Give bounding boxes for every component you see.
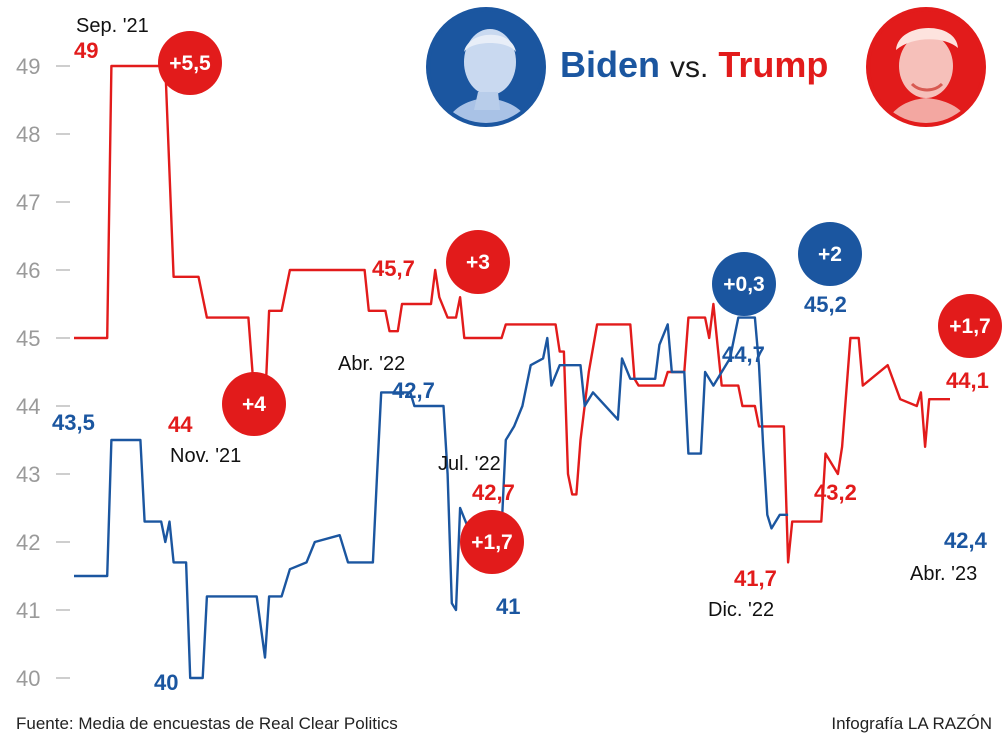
y-tick-label: 43 [16, 462, 40, 487]
lead-badge-label: +4 [242, 393, 266, 416]
lead-badge [446, 230, 510, 294]
lead-badge [712, 252, 776, 316]
lead-badge [222, 372, 286, 436]
value-label: 44,1 [946, 368, 989, 393]
value-label: 42,7 [392, 378, 435, 403]
date-label: Abr. '23 [910, 563, 977, 585]
chart-title: Biden vs. Trump [560, 44, 828, 86]
value-label: 45,2 [804, 292, 847, 317]
value-label: 44,7 [722, 342, 765, 367]
value-label: 41 [496, 594, 520, 619]
value-label: 45,7 [372, 256, 415, 281]
lead-badge [158, 31, 222, 95]
lead-badge-label: +1,7 [949, 315, 990, 338]
series-line-biden [74, 316, 789, 680]
date-label: Sep. '21 [76, 15, 149, 37]
value-label: 42,7 [472, 480, 515, 505]
series-line-trump [74, 64, 950, 564]
y-tick-label: 46 [16, 258, 40, 283]
annotation-biden: 43,5 [52, 410, 95, 435]
series-lines [74, 64, 950, 680]
lead-badge [460, 510, 524, 574]
value-label: 42,4 [944, 528, 988, 553]
lead-badge-label: +2 [818, 243, 842, 266]
lead-badge-label: +5,5 [169, 52, 211, 75]
source-note: Fuente: Media de encuestas de Real Clear… [16, 714, 398, 733]
annotation-biden: 40 [154, 670, 178, 695]
annotation-biden: 45,2 +2 [798, 222, 862, 317]
y-tick-label: 48 [16, 122, 40, 147]
title-biden: Biden [560, 44, 661, 85]
annotation-trump: 41,7 Dic. '22 [708, 566, 777, 621]
date-label: Dic. '22 [708, 599, 774, 621]
lead-badge [798, 222, 862, 286]
lead-badge [938, 294, 1002, 358]
title-trump: Trump [718, 44, 829, 85]
value-label: 43,2 [814, 480, 857, 505]
annotation-trump: 45,7 +3 [372, 230, 510, 294]
biden-portrait-icon [426, 7, 546, 127]
annotation-trump: 44 Nov. '21 +4 [168, 372, 286, 467]
date-label: Nov. '21 [170, 445, 241, 467]
y-tick-label: 40 [16, 666, 40, 691]
value-label: 40 [154, 670, 178, 695]
annotation-trump: 42,7 Jul. '22 +1,7 [438, 453, 524, 574]
credit-note: Infografía LA RAZÓN [831, 714, 992, 733]
y-axis: 40 41 42 43 44 45 46 47 48 49 [16, 54, 70, 691]
value-label: 49 [74, 38, 98, 63]
annotation-biden: 44,7 +0,3 [712, 252, 776, 367]
lead-badge-label: +3 [466, 251, 490, 274]
date-label: Jul. '22 [438, 453, 501, 475]
value-label: 41,7 [734, 566, 777, 591]
annotation-biden: 42,4 Abr. '23 [910, 528, 988, 585]
value-label: 44 [168, 412, 193, 437]
y-tick-label: 45 [16, 326, 40, 351]
y-tick-label: 47 [16, 190, 40, 215]
y-tick-label: 42 [16, 530, 40, 555]
lead-badge-label: +0,3 [723, 273, 764, 296]
annotation-biden: 42,7 Abr. '22 [338, 353, 435, 403]
lead-badge-label: +1,7 [471, 531, 512, 554]
value-label: 43,5 [52, 410, 95, 435]
annotation-trump: 43,2 [814, 480, 857, 505]
y-tick-label: 49 [16, 54, 40, 79]
annotation-biden: 41 [496, 594, 520, 619]
date-label: Abr. '22 [338, 353, 405, 375]
y-tick-label: 41 [16, 598, 40, 623]
trump-portrait-icon [866, 7, 986, 127]
annotation-trump: 44,1 +1,7 [938, 294, 1002, 393]
title-vs: vs. [670, 51, 709, 84]
y-tick-label: 44 [16, 394, 40, 419]
